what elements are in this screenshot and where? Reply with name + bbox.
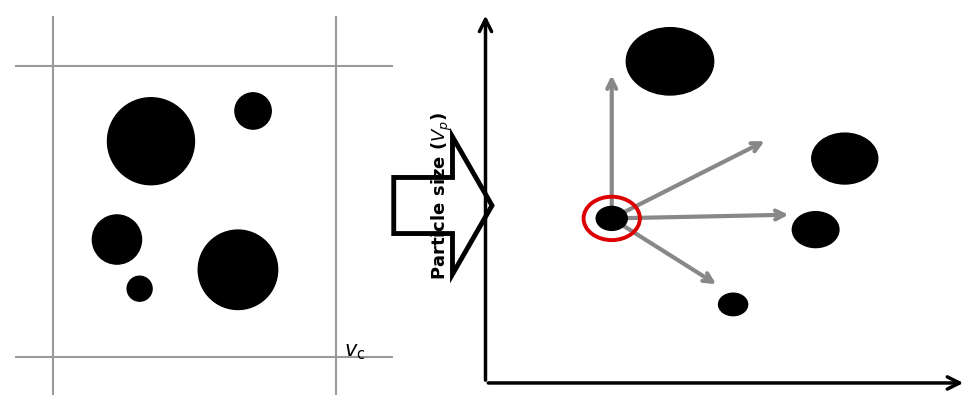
Circle shape xyxy=(108,98,194,185)
Circle shape xyxy=(626,28,714,95)
Circle shape xyxy=(596,206,627,231)
Circle shape xyxy=(198,230,278,309)
Circle shape xyxy=(127,276,152,301)
Circle shape xyxy=(92,215,142,264)
Text: Particle size ($V_p$): Particle size ($V_p$) xyxy=(430,112,453,280)
Circle shape xyxy=(235,93,271,129)
Circle shape xyxy=(792,212,839,247)
Circle shape xyxy=(719,293,748,316)
Circle shape xyxy=(812,133,878,184)
Polygon shape xyxy=(394,137,492,274)
Text: $v_\mathrm{c}$: $v_\mathrm{c}$ xyxy=(344,342,365,363)
